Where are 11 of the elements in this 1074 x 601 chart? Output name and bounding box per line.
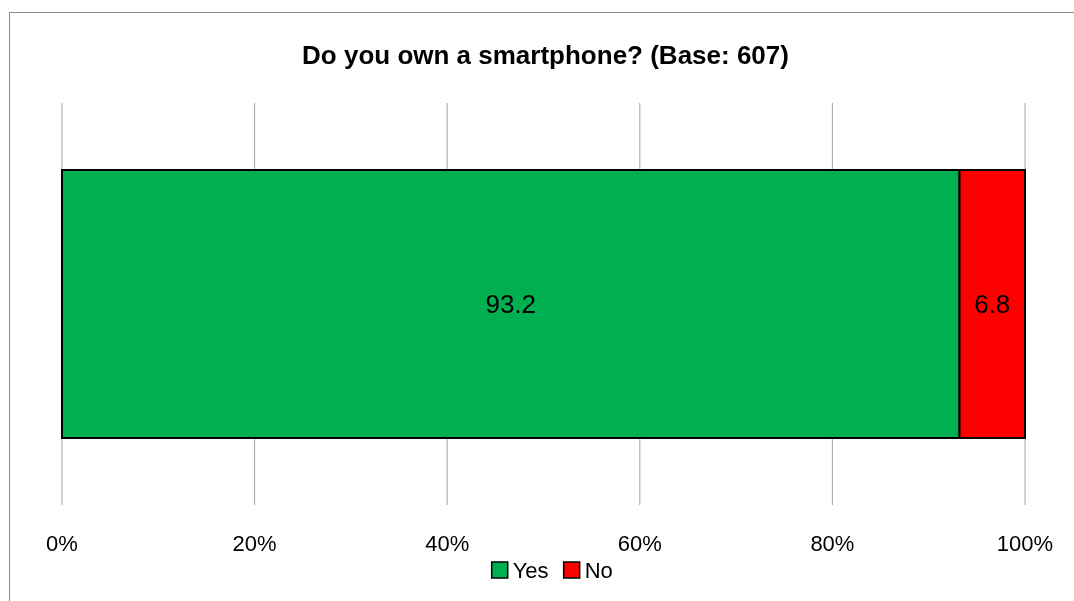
- x-tick-label: 60%: [617, 530, 662, 556]
- x-tick-label: 40%: [425, 530, 470, 556]
- legend-label: No: [584, 557, 613, 583]
- x-tick-label: 80%: [810, 530, 855, 556]
- x-tick-label: 20%: [232, 530, 277, 556]
- legend-label: Yes: [512, 557, 549, 583]
- data-label: 6.8: [974, 289, 1011, 319]
- data-label: 93.2: [485, 289, 537, 319]
- chart-title: Do you own a smartphone? (Base: 607): [302, 40, 789, 70]
- x-tick-label: 100%: [996, 530, 1054, 556]
- x-tick-label: 0%: [46, 530, 78, 556]
